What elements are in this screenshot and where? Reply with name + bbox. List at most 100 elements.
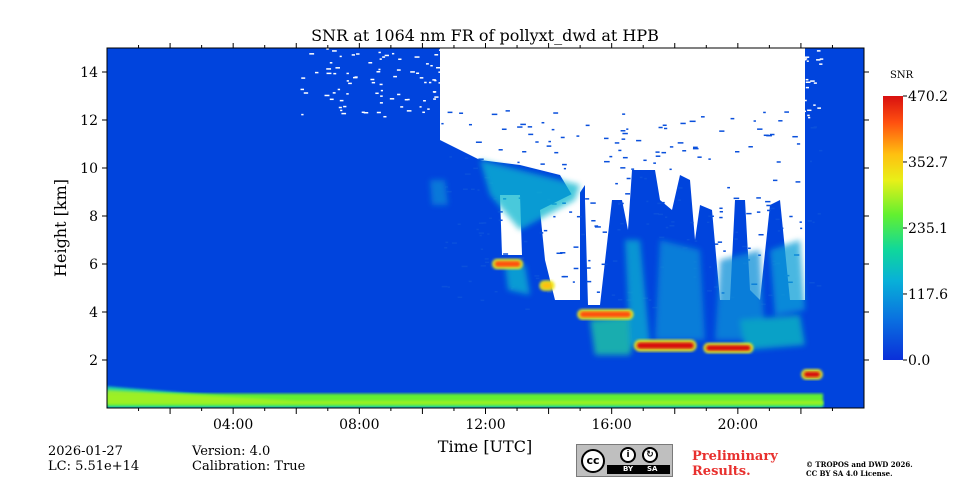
noise-speck xyxy=(819,149,823,152)
noise-speck xyxy=(653,162,656,164)
noise-speck xyxy=(466,50,470,52)
noise-speck xyxy=(707,106,711,109)
noise-speck xyxy=(356,53,360,55)
noise-speck xyxy=(608,57,613,59)
aerosol-plume xyxy=(770,240,805,315)
noise-speck xyxy=(558,113,563,115)
noise-speck xyxy=(351,54,356,56)
noise-speck xyxy=(553,112,559,114)
noise-speck xyxy=(706,83,710,86)
noise-speck xyxy=(573,267,579,270)
colorbar-tick-label: 235.1 xyxy=(908,221,948,237)
noise-speck xyxy=(710,97,715,100)
noise-speck xyxy=(333,72,337,75)
noise-speck xyxy=(597,87,601,90)
noise-speck xyxy=(498,219,503,222)
noise-speck xyxy=(748,146,753,148)
noise-speck xyxy=(458,100,462,102)
colorbar-tick-label: 352.7 xyxy=(908,155,948,171)
noise-speck xyxy=(723,90,726,93)
noise-speck xyxy=(659,236,665,239)
noise-speck xyxy=(787,65,790,67)
noise-speck xyxy=(746,212,752,215)
noise-speck xyxy=(813,82,817,84)
noise-speck xyxy=(337,88,341,91)
noise-speck xyxy=(710,61,713,64)
noise-speck xyxy=(553,215,556,218)
noise-speck xyxy=(535,277,540,280)
noise-speck xyxy=(711,49,715,52)
noise-speck xyxy=(588,49,592,52)
noise-speck xyxy=(556,64,561,67)
noise-speck xyxy=(473,167,478,170)
noise-speck xyxy=(604,116,609,119)
noise-speck xyxy=(727,111,731,113)
noise-speck xyxy=(534,49,539,51)
noise-speck xyxy=(380,95,383,97)
noise-speck xyxy=(641,84,646,86)
noise-speck xyxy=(606,70,609,73)
noise-speck xyxy=(756,54,761,56)
noise-speck xyxy=(617,109,620,111)
noise-speck xyxy=(706,72,710,74)
noise-speck xyxy=(616,71,621,73)
noise-speck xyxy=(602,231,607,233)
noise-speck xyxy=(614,142,620,144)
surface-layer-core xyxy=(107,390,823,405)
noise-speck xyxy=(756,211,761,213)
noise-speck xyxy=(701,82,705,85)
noise-speck xyxy=(694,240,698,242)
noise-speck xyxy=(631,93,636,96)
noise-speck xyxy=(478,222,484,224)
noise-speck xyxy=(563,101,567,103)
x-tick-label: 12:00 xyxy=(465,417,505,433)
noise-speck xyxy=(575,89,580,92)
noise-speck xyxy=(797,117,803,119)
noise-speck xyxy=(518,257,525,259)
noise-speck xyxy=(630,106,633,108)
noise-speck xyxy=(453,117,456,120)
noise-speck xyxy=(611,294,616,296)
noise-speck xyxy=(728,86,733,89)
noise-speck xyxy=(428,81,432,84)
preliminary-line-2: Results. xyxy=(692,464,751,479)
noise-speck xyxy=(566,80,571,82)
noise-speck xyxy=(677,187,683,189)
noise-speck xyxy=(682,150,687,152)
cloud-layer xyxy=(542,282,552,289)
noise-speck xyxy=(775,49,779,51)
noise-speck xyxy=(760,77,765,79)
noise-speck xyxy=(779,114,783,116)
noise-speck xyxy=(540,163,545,165)
noise-speck xyxy=(661,151,667,154)
noise-speck xyxy=(527,126,533,128)
noise-speck xyxy=(688,81,693,83)
noise-speck xyxy=(663,88,669,90)
noise-speck xyxy=(643,159,647,162)
noise-speck xyxy=(807,114,810,117)
noise-speck xyxy=(353,76,358,79)
noise-speck xyxy=(768,294,773,297)
noise-speck xyxy=(612,49,615,52)
noise-speck xyxy=(750,55,754,57)
noise-speck xyxy=(553,91,558,93)
noise-speck xyxy=(708,67,714,70)
noise-speck xyxy=(484,258,489,260)
noise-speck xyxy=(596,291,600,293)
noise-speck xyxy=(510,59,513,62)
noise-speck xyxy=(673,99,676,102)
noise-speck xyxy=(731,83,737,85)
noise-speck xyxy=(797,58,801,61)
noise-speck xyxy=(555,64,559,66)
noise-speck xyxy=(377,70,381,73)
noise-speck xyxy=(525,308,530,310)
noise-speck xyxy=(301,113,304,116)
noise-speck xyxy=(457,223,461,225)
colorbar-ticks: 0.0 117.6 235.1 352.7 470.2 xyxy=(903,89,948,369)
noise-speck xyxy=(528,133,534,136)
noise-speck xyxy=(789,215,793,218)
noise-speck xyxy=(586,267,591,269)
noise-speck xyxy=(560,52,565,55)
noise-speck xyxy=(530,83,536,85)
noise-speck xyxy=(711,90,715,93)
